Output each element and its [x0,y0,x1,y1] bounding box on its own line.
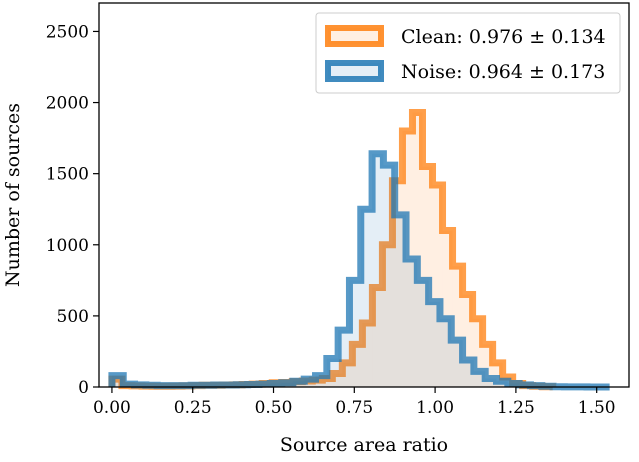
y-axis-label: Number of sources [2,103,24,287]
clean-bar [342,362,353,387]
clean-bar [322,378,333,387]
clean-legend-swatch [325,25,384,47]
noise-bar [372,153,384,387]
noise-legend-swatch [325,60,384,82]
x-tick-label: 0.50 [255,398,293,418]
noise-bar [428,301,440,387]
noise-bar [326,358,339,387]
clean-bar [422,166,433,387]
noise-bar [451,340,463,387]
noise-bar [360,209,373,387]
noise-bar [304,379,316,387]
y-tick-label: 2500 [46,22,89,42]
x-tick-label: 0.75 [335,398,373,418]
noise-bar [439,318,452,387]
noise-bar [485,378,497,387]
noise-step-outline [108,150,610,391]
noise-bar [473,371,486,387]
y-tick-label: 1500 [46,165,89,185]
noise-bar [394,214,407,387]
clean-step-outline [108,109,557,391]
clean-bar [382,244,393,387]
clean-bar [472,318,483,387]
clean-bar [462,294,473,387]
bars-layer [108,109,610,391]
clean-bar [492,362,503,387]
x-tick-label: 1.25 [497,398,535,418]
clean-bar [372,287,383,387]
clean-legend-label: Clean: 0.976 ± 0.134 [401,26,606,48]
x-tick-label: 0.00 [93,398,131,418]
noise-bar [111,375,124,387]
x-axis-label: Source area ratio [280,434,448,456]
clean-bar [412,112,423,387]
clean-bar [482,344,493,387]
y-tick-label: 500 [57,307,89,327]
x-tick-label: 1.50 [578,398,616,418]
legend-entries: Clean: 0.976 ± 0.134 Noise: 0.964 ± 0.173 [325,25,606,83]
x-tick-label: 0.25 [174,398,212,418]
series-clean [108,109,557,391]
plot-frame [98,2,630,388]
noise-bar [383,165,395,387]
y-tick-label: 2000 [46,94,89,114]
noise-bar [417,280,429,387]
y-tick-label: 1000 [46,236,89,256]
clean-bar [432,185,443,387]
clean-bar [362,323,373,387]
noise-bar [406,259,418,387]
noise-bar [349,280,361,387]
legend: Clean: 0.976 ± 0.134 Noise: 0.964 ± 0.173 [315,12,621,94]
clean-bar [452,266,463,387]
legend-box [315,12,621,94]
noise-bar [315,375,327,387]
clean-bar [111,379,122,387]
clean-bar [392,180,403,387]
y-tick-label: 0 [78,378,89,398]
clean-bar [442,230,453,387]
noise-legend-label: Noise: 0.964 ± 0.173 [401,61,605,83]
noise-bar [338,330,350,387]
noise-bar [462,359,474,387]
clean-bar [352,344,363,387]
axes-layer: 0.00 0.25 0.50 0.75 1.00 1.25 1.50 0 500 1000 1500… [46,22,616,418]
series-noise [108,150,610,391]
x-tick-label: 1.00 [416,398,454,418]
clean-bar [332,373,343,387]
